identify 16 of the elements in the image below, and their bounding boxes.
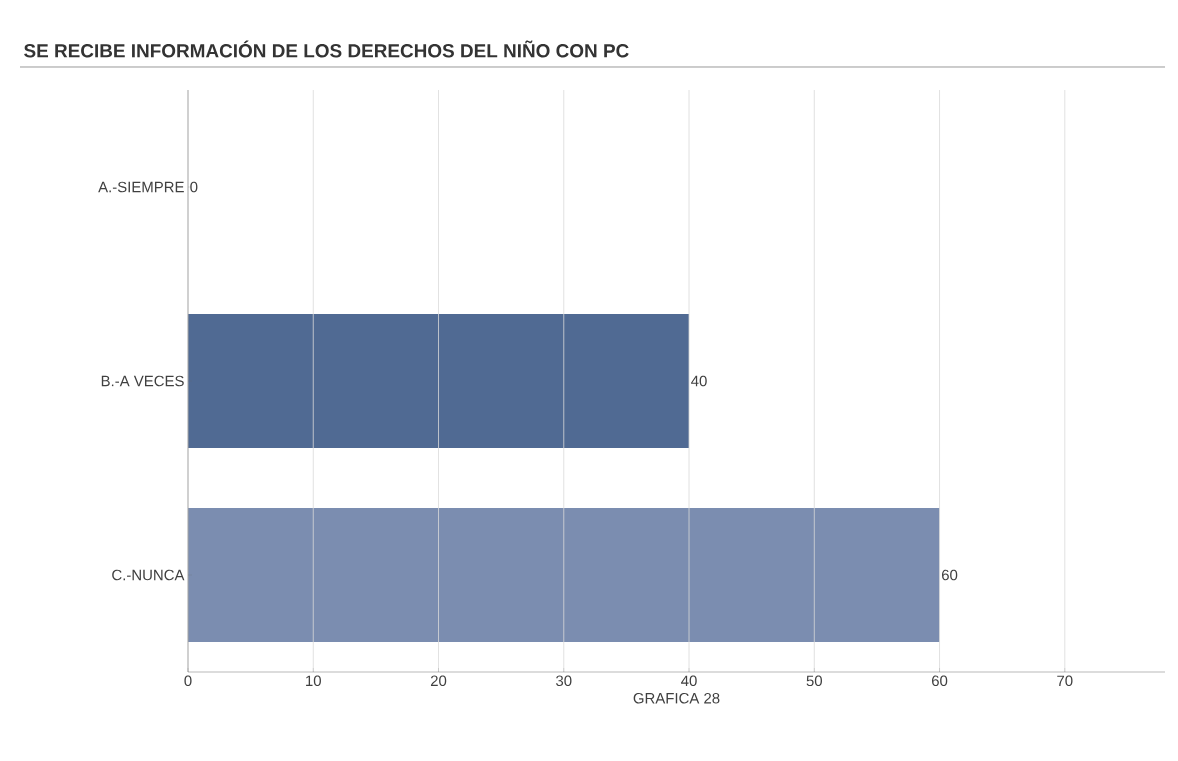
x-tick-label: 50 [806, 675, 822, 687]
x-tick-label: 20 [430, 675, 447, 687]
x-axis-title: GRAFICA 28 [633, 692, 720, 704]
y-tick-label: B.-A VECES [101, 375, 184, 387]
y-tick-label: A.-SIEMPRE [98, 181, 184, 193]
x-tick-label: 30 [556, 675, 572, 687]
x-tick-label: 0 [184, 675, 192, 687]
x-tick-label: 40 [681, 675, 697, 687]
data-label: 60 [942, 569, 958, 581]
y-tick-label: C.-NUNCA [112, 569, 185, 581]
data-label: 40 [691, 375, 707, 387]
x-tick-label: 60 [932, 675, 948, 687]
chart-title: SE RECIBE INFORMACIÓN DE LOS DERECHOS DEL NIÑO CON PC [24, 40, 629, 58]
x-tick-label: 10 [306, 675, 321, 687]
data-label: 0 [190, 181, 198, 193]
x-tick-label: 70 [1057, 675, 1073, 687]
